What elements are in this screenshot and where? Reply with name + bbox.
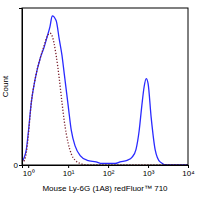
x-tick-mark [148,165,149,168]
x-axis: 10⁰ 10¹ 10² 10³ 10⁴ [23,165,196,178]
x-axis-line [23,166,189,169]
x-tick-label: 10² [103,169,115,178]
plot-frame [22,8,188,165]
x-tick-label: 10⁰ [23,169,35,178]
y-tick-mark [19,165,22,166]
chart: 10⁰ 10¹ 10² 10³ 10⁴ 0 Mouse Ly-6G (1A8) redFlu… [0,0,200,197]
x-tick-label: 10¹ [63,169,75,178]
plot: 10⁰ 10¹ 10² 10³ 10⁴ 0 [14,8,196,178]
x-tick: 10⁴ [182,165,195,178]
y-axis: 0 [14,9,23,171]
y-tick-label: 0 [14,161,19,170]
series-group [22,16,188,165]
x-tick: 10⁰ [23,165,35,178]
y-tick: 0 [14,161,22,170]
x-axis-title: Mouse Ly-6G (1A8) redFluor™ 710 [42,184,168,193]
x-tick-mark [28,165,29,168]
x-tick-label: 10⁴ [182,169,195,178]
x-tick-mark [68,165,69,168]
histogram-line [22,16,188,165]
x-tick-mark [188,165,189,168]
x-tick: 10³ [143,165,155,178]
x-tick: 10² [103,165,115,178]
histogram-line [22,33,188,165]
y-axis-title: Count [1,75,10,97]
x-tick-mark [108,165,109,168]
x-tick: 10¹ [63,165,75,178]
y-axis-line [19,9,23,166]
x-tick-label: 10³ [143,169,155,178]
